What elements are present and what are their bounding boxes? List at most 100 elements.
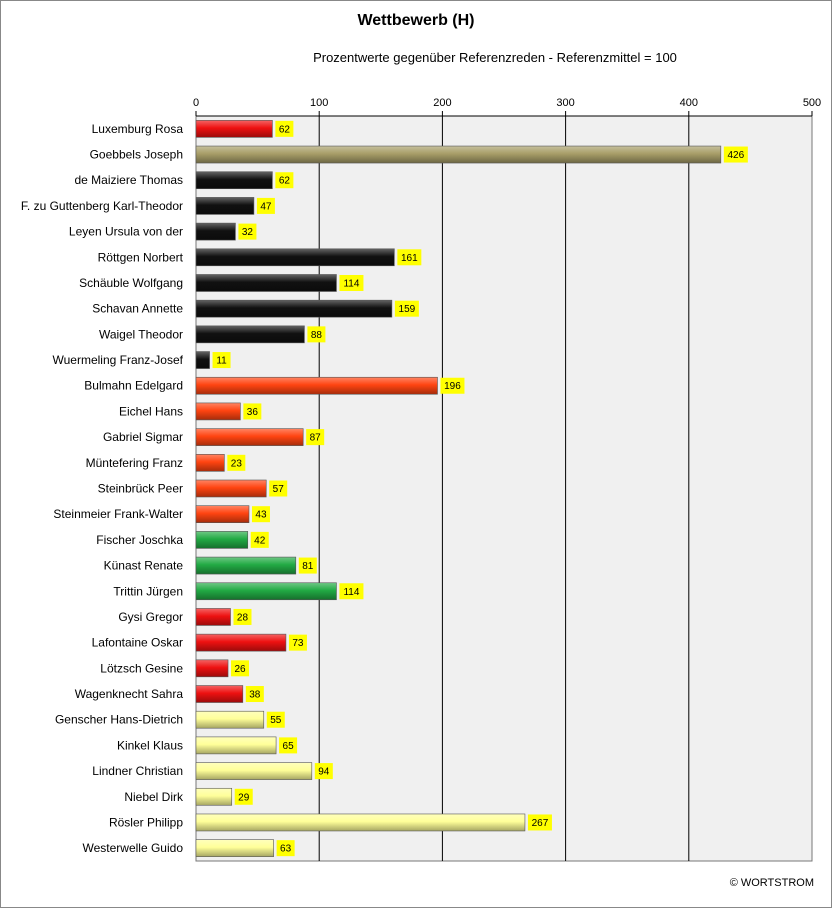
bar [195, 325, 305, 344]
bar [195, 813, 526, 832]
category-label: Wuermeling Franz-Josef [53, 353, 184, 367]
data-label: 28 [237, 612, 249, 623]
category-label: Gabriel Sigmar [103, 430, 183, 444]
data-label-bg [250, 531, 269, 548]
category-label: Gysi Gregor [118, 610, 183, 624]
bar [195, 685, 244, 703]
data-label: 32 [242, 227, 254, 238]
bar [195, 762, 313, 780]
bar [195, 531, 249, 549]
data-label: 196 [444, 381, 461, 392]
category-label: Kinkel Klaus [117, 738, 183, 752]
data-label-bg [397, 249, 422, 266]
data-label-bg [314, 763, 333, 780]
data-label-bg [279, 737, 298, 754]
data-label-bg [231, 660, 250, 677]
bar [195, 787, 233, 806]
data-label-bg [243, 403, 262, 420]
x-tick-label: 300 [556, 97, 574, 109]
data-label: 11 [216, 356, 227, 367]
copyright-text: © WORTSTROM [729, 877, 814, 889]
bar [195, 197, 255, 215]
data-label: 26 [234, 664, 246, 675]
category-label: Trittin Jürgen [113, 584, 183, 598]
data-label: 94 [318, 767, 330, 778]
bar [195, 556, 297, 575]
bar [195, 402, 241, 421]
data-label: 65 [283, 741, 295, 752]
x-tick-label: 0 [193, 97, 199, 109]
data-label-bg [440, 377, 465, 394]
category-label: Eichel Hans [119, 404, 183, 418]
data-label-bg [234, 788, 253, 805]
category-label: Luxemburg Rosa [92, 122, 184, 136]
category-label: Lötzsch Gesine [100, 661, 183, 675]
data-label: 426 [727, 150, 744, 161]
bar [195, 839, 274, 857]
category-label: Waigel Theodor [99, 327, 183, 341]
data-label-bg [527, 814, 552, 831]
category-label: Leyen Ursula von der [69, 225, 183, 239]
bar [195, 222, 236, 241]
data-label-bg [307, 326, 326, 343]
data-label-bg [288, 634, 307, 651]
data-label-bg [394, 300, 419, 317]
bar [195, 428, 304, 446]
x-tick-label: 100 [310, 97, 328, 109]
category-label: Genscher Hans-Dietrich [55, 713, 183, 727]
category-label: Schavan Annette [92, 302, 183, 316]
data-label-bg [233, 608, 252, 625]
category-label: Rösler Philipp [109, 815, 183, 829]
category-label: Künast Renate [104, 559, 184, 573]
data-label: 42 [254, 535, 266, 546]
data-label: 47 [260, 201, 272, 212]
bar [195, 736, 277, 755]
category-label: Schäuble Wolfgang [79, 276, 183, 290]
bar [195, 145, 722, 164]
data-label-bg [256, 197, 275, 214]
category-label: Fischer Joschka [96, 533, 183, 547]
data-label: 114 [343, 278, 359, 289]
data-label-bg [339, 583, 364, 600]
category-label: Wagenknecht Sahra [75, 687, 184, 701]
data-label: 29 [238, 792, 250, 803]
data-label: 36 [247, 407, 259, 418]
data-label-bg [306, 429, 325, 446]
data-label: 55 [270, 715, 282, 726]
bar [195, 454, 225, 472]
category-label: Steinbrück Peer [98, 482, 183, 496]
data-label-bg [269, 480, 288, 497]
bar [195, 659, 229, 678]
data-label: 159 [399, 304, 416, 315]
data-label: 43 [255, 510, 267, 521]
bar [195, 376, 438, 395]
category-label: Westerwelle Guido [83, 841, 184, 855]
category-label: Lafontaine Oskar [92, 636, 183, 650]
bar [195, 351, 210, 369]
category-label: Bulmahn Edelgard [84, 379, 183, 393]
bar [195, 582, 337, 601]
data-label: 161 [401, 253, 418, 264]
data-label: 114 [343, 587, 359, 598]
category-label: Niebel Dirk [124, 790, 184, 804]
data-label: 81 [302, 561, 314, 572]
data-label: 23 [231, 458, 243, 469]
data-label-bg [238, 223, 257, 240]
bar [195, 248, 395, 267]
data-label: 63 [280, 844, 292, 855]
bar [195, 479, 267, 498]
bar [195, 710, 265, 729]
data-label-bg [212, 352, 231, 369]
data-label-bg [251, 506, 270, 523]
category-label: Lindner Christian [92, 764, 183, 778]
bar [195, 299, 393, 318]
category-label: Goebbels Joseph [90, 148, 183, 162]
data-label-bg [266, 711, 285, 728]
data-label: 73 [292, 638, 304, 649]
chart-title: Wettbewerb (H) [357, 12, 475, 29]
data-label-bg [298, 557, 317, 574]
data-label: 87 [310, 433, 322, 444]
data-label: 88 [311, 330, 323, 341]
category-label: F. zu Guttenberg Karl-Theodor [21, 199, 183, 213]
